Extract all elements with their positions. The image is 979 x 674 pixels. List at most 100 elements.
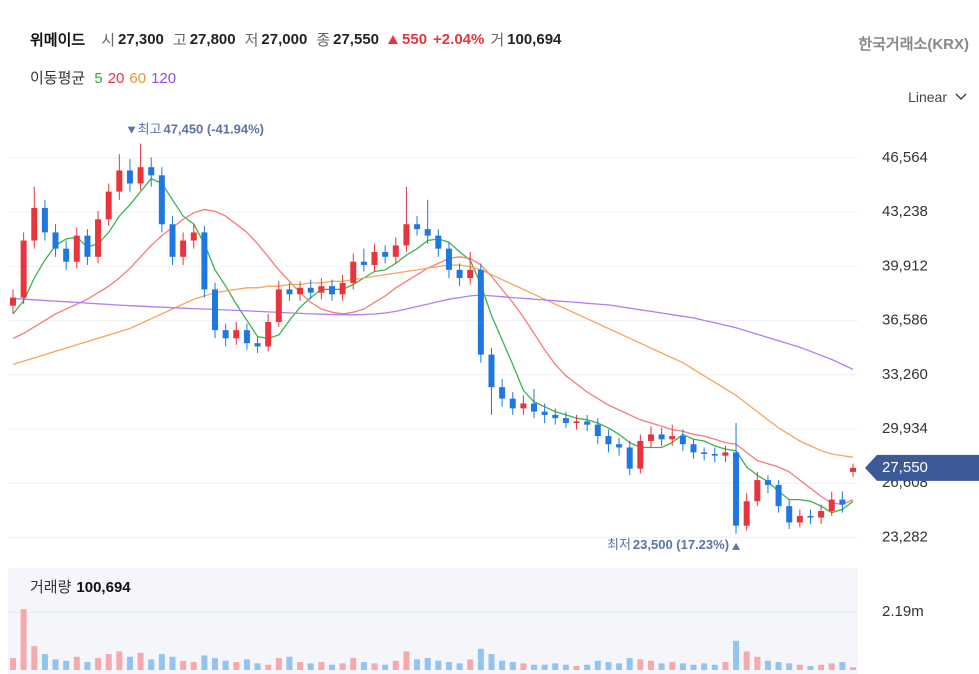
candle-body — [733, 452, 740, 526]
volume-bar — [392, 660, 399, 670]
candle-body — [520, 403, 527, 409]
candle-body — [818, 511, 825, 518]
low-label: 저 — [244, 32, 259, 49]
candle-body — [690, 444, 697, 453]
volume-bar — [10, 658, 16, 670]
candle-body — [169, 224, 176, 257]
candle-body — [616, 444, 623, 448]
candle-body — [764, 480, 771, 485]
candle-body — [339, 282, 346, 295]
candle-body — [531, 403, 538, 412]
volume-bar — [95, 658, 102, 670]
candle-body — [711, 453, 718, 456]
close-label: 종 — [316, 32, 331, 49]
change-value: 550 — [402, 31, 428, 48]
volume-bar — [467, 659, 474, 670]
candle-body — [158, 175, 165, 225]
candle-body — [828, 499, 835, 512]
candle-body — [850, 467, 856, 472]
candle-body — [371, 251, 378, 265]
y-tick-label: 29,934 — [882, 420, 928, 437]
candle-body — [328, 286, 335, 295]
candle-body — [233, 330, 240, 339]
volume-bar — [328, 664, 335, 670]
volume-title-value: 100,694 — [76, 579, 131, 596]
chevron[interactable] — [955, 93, 967, 101]
volume-bar — [722, 662, 729, 670]
volume-bar — [711, 664, 718, 670]
volume-bar — [520, 663, 527, 670]
low-annotation: 최저 23,500 (17.23%) — [607, 537, 729, 552]
volume-bar — [243, 659, 250, 670]
candle-body — [254, 343, 261, 347]
candle-body — [594, 424, 601, 437]
volume-bar — [307, 663, 314, 670]
low-annotation-label: 최저 — [607, 537, 631, 552]
volume-bar — [669, 662, 676, 670]
candle-body — [126, 170, 133, 184]
volume-panel — [8, 568, 858, 674]
volume-bar — [212, 658, 219, 670]
candle-body — [541, 411, 548, 415]
volume-bar — [318, 662, 325, 670]
y-tick-label: 36,586 — [882, 312, 928, 329]
candle-body — [775, 484, 782, 507]
candle-body — [286, 289, 293, 295]
volume-bar — [126, 656, 133, 670]
volume-bar — [424, 658, 431, 670]
volume-bar — [796, 664, 803, 670]
candle-body — [584, 421, 591, 425]
y-tick-label: 33,260 — [882, 366, 928, 383]
candle-body — [265, 322, 272, 347]
volume-bar — [647, 660, 654, 670]
volume-bar — [201, 655, 208, 670]
candle-body — [786, 506, 793, 523]
candle-body — [360, 261, 367, 265]
candle-body — [552, 414, 559, 419]
candle-body — [52, 232, 59, 249]
candle-body — [701, 452, 708, 454]
candle-body — [499, 387, 506, 399]
candle-body — [116, 170, 123, 192]
scale-dropdown[interactable]: Linear — [908, 89, 967, 105]
volume-bar — [616, 663, 623, 670]
close-value: 27,550 — [333, 31, 380, 48]
candle-body — [626, 447, 633, 469]
volume-bar — [754, 656, 761, 670]
candle-body — [573, 421, 580, 424]
volume-bar — [679, 663, 686, 670]
volume-bar — [435, 660, 442, 670]
volume-bar — [637, 659, 644, 670]
volume-bar — [701, 663, 708, 670]
ma-title: 이동평균 — [30, 70, 86, 87]
volume-bar — [499, 660, 506, 670]
y-tick-label: 46,564 — [882, 149, 928, 166]
volume-bar — [105, 654, 112, 670]
low-marker — [732, 542, 741, 550]
volume-bar — [360, 662, 367, 670]
candle-body — [562, 418, 569, 424]
candle-body — [658, 434, 665, 440]
candle-body — [467, 269, 474, 279]
volume-bar — [807, 666, 814, 670]
candle-body — [669, 436, 676, 440]
candle-body — [382, 251, 389, 257]
volume-bar — [148, 659, 155, 670]
scale-label[interactable]: Linear — [908, 89, 947, 105]
volume-bar — [850, 667, 856, 670]
candle-body — [350, 261, 357, 283]
candle-body — [839, 499, 846, 505]
open-value: 27,300 — [118, 31, 164, 48]
volume-bar — [488, 654, 495, 670]
volume-bar — [509, 662, 516, 670]
y-tick-label: 23,282 — [882, 528, 928, 545]
volume-tick-label: 2.19m — [882, 603, 924, 620]
ma-line — [12, 264, 854, 458]
volume-bar — [350, 658, 357, 670]
up-triangle — [388, 35, 399, 44]
candle-body — [190, 232, 197, 241]
candle-body — [95, 219, 102, 257]
candle-body — [679, 436, 686, 445]
volume-label: 거 — [490, 32, 505, 49]
